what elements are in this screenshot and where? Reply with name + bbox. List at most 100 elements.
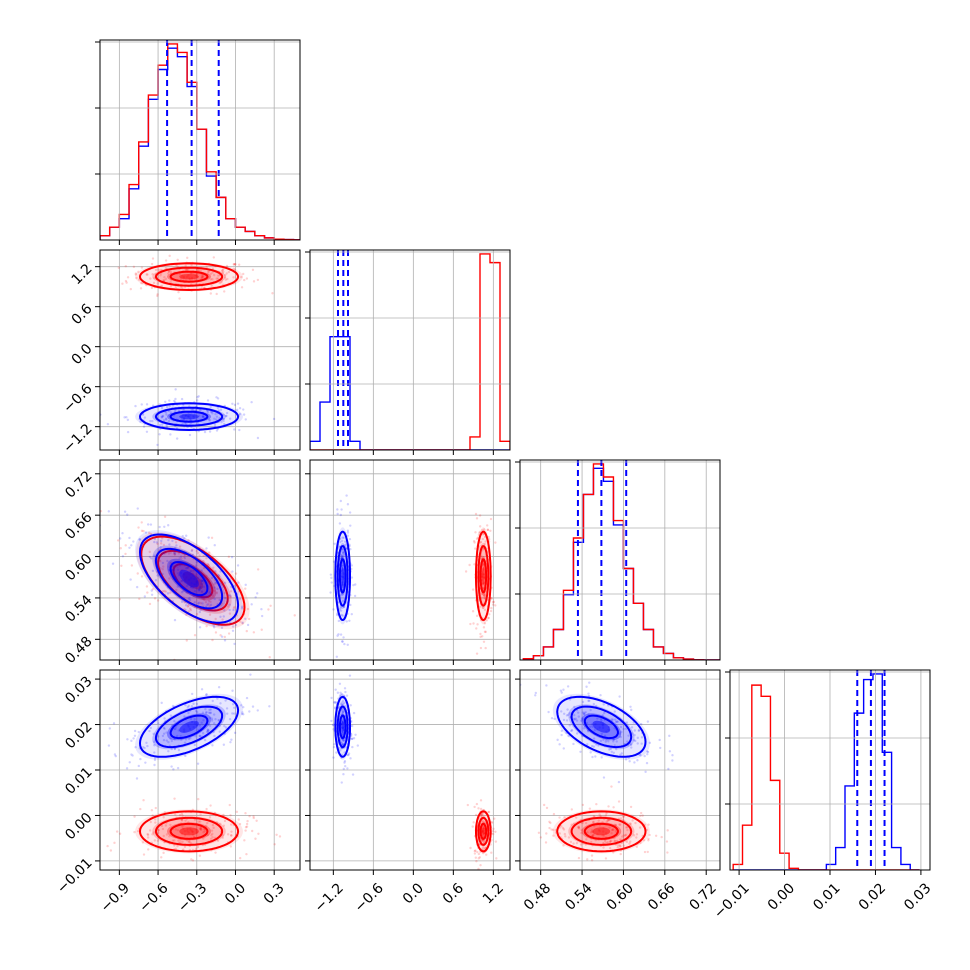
scatter-point: [154, 579, 158, 582]
scatter-point: [609, 747, 612, 751]
scatter-point: [188, 578, 191, 582]
scatter-point: [552, 834, 555, 837]
scatter-point: [191, 586, 195, 590]
scatter-point: [193, 277, 197, 280]
scatter-point: [619, 838, 622, 841]
contour-line-blue: [138, 402, 240, 432]
scatter-point: [482, 830, 485, 834]
scatter-point: [593, 726, 597, 729]
scatter-point: [199, 586, 202, 589]
scatter-point: [230, 556, 234, 559]
scatter-point: [352, 737, 356, 740]
scatter-point: [595, 802, 598, 806]
scatter-point: [183, 536, 186, 540]
scatter-point: [232, 276, 235, 279]
scatter-point: [223, 635, 227, 639]
scatter-point: [181, 415, 184, 419]
scatter-point: [231, 689, 234, 692]
scatter-point: [188, 433, 192, 437]
scatter-point: [186, 827, 189, 830]
scatter-point: [586, 743, 589, 746]
scatter-point: [665, 840, 669, 843]
scatter-point: [211, 271, 214, 274]
scatter-point: [216, 839, 220, 842]
histogram-panel-0: [100, 40, 300, 240]
contour-line-red: [556, 810, 647, 853]
scatter-point: [346, 503, 350, 506]
scatter-point: [141, 413, 145, 416]
scatter-point: [149, 523, 153, 526]
scatter-point: [215, 415, 219, 418]
scatter-point: [550, 828, 553, 831]
scatter-point: [480, 813, 484, 816]
scatter-point: [609, 840, 612, 843]
scatter-point: [222, 585, 225, 588]
scatter-point: [666, 829, 669, 832]
scatter-point: [133, 729, 137, 733]
scatter-point: [175, 588, 178, 592]
scatter-point: [168, 405, 171, 408]
scatter-point: [140, 403, 143, 406]
scatter-point: [482, 834, 485, 838]
scatter-point: [215, 292, 218, 296]
scatter-point: [161, 734, 165, 738]
scatter-point: [169, 714, 173, 717]
scatter-point: [157, 735, 160, 738]
scatter-point: [341, 583, 345, 587]
scatter-point: [341, 614, 344, 617]
scatter-point: [224, 415, 228, 418]
scatter-point: [342, 710, 345, 713]
scatter-point: [211, 699, 214, 703]
scatter-point: [168, 254, 171, 258]
scatter-point: [481, 635, 484, 638]
scatter-point: [169, 285, 173, 288]
scatter-point: [204, 711, 208, 715]
scatter-point: [185, 268, 189, 271]
scatter-point: [164, 411, 168, 414]
scatter-point: [150, 557, 153, 560]
scatter-point: [183, 414, 186, 417]
scatter-point: [623, 834, 627, 837]
scatter-point: [597, 744, 600, 747]
scatter-point: [475, 652, 479, 655]
scatter-point: [185, 639, 188, 642]
scatter-point: [149, 820, 152, 824]
scatter-point: [627, 734, 630, 737]
scatter-point: [149, 419, 152, 423]
scatter-point: [644, 770, 647, 774]
scatter-point: [178, 297, 181, 300]
scatter-point: [153, 554, 156, 557]
scatter-point: [130, 753, 133, 756]
scatter-point: [666, 851, 669, 854]
scatter-point: [477, 857, 480, 860]
scatter-point: [488, 613, 491, 616]
scatter-point: [178, 545, 182, 548]
scatter-point: [617, 780, 621, 784]
scatter-point: [160, 415, 163, 418]
scatter-point: [342, 554, 345, 557]
scatter-point: [341, 726, 345, 730]
scatter-point: [195, 612, 199, 616]
scatter-point: [139, 807, 142, 811]
gridlines: [730, 670, 930, 870]
scatter-point: [215, 429, 219, 432]
scatter-point: [494, 604, 497, 607]
scatter-point: [153, 740, 156, 744]
scatter-point: [476, 850, 479, 854]
gridlines: [520, 670, 720, 870]
scatter-point: [184, 703, 187, 707]
scatter-point: [162, 738, 166, 742]
scatter-point: [189, 717, 193, 721]
density-fill-red: [135, 262, 243, 292]
scatter-point: [151, 257, 155, 260]
scatter-point: [153, 751, 156, 754]
scatter-point: [333, 706, 337, 709]
scatter-point: [567, 836, 571, 839]
scatter-point: [545, 684, 548, 687]
contour-line-red: [138, 262, 240, 292]
scatter-point: [566, 685, 570, 688]
density-fill-red: [152, 266, 226, 287]
scatter-point: [219, 702, 222, 705]
contour-line-blue: [583, 714, 619, 740]
scatter-point: [601, 820, 604, 824]
